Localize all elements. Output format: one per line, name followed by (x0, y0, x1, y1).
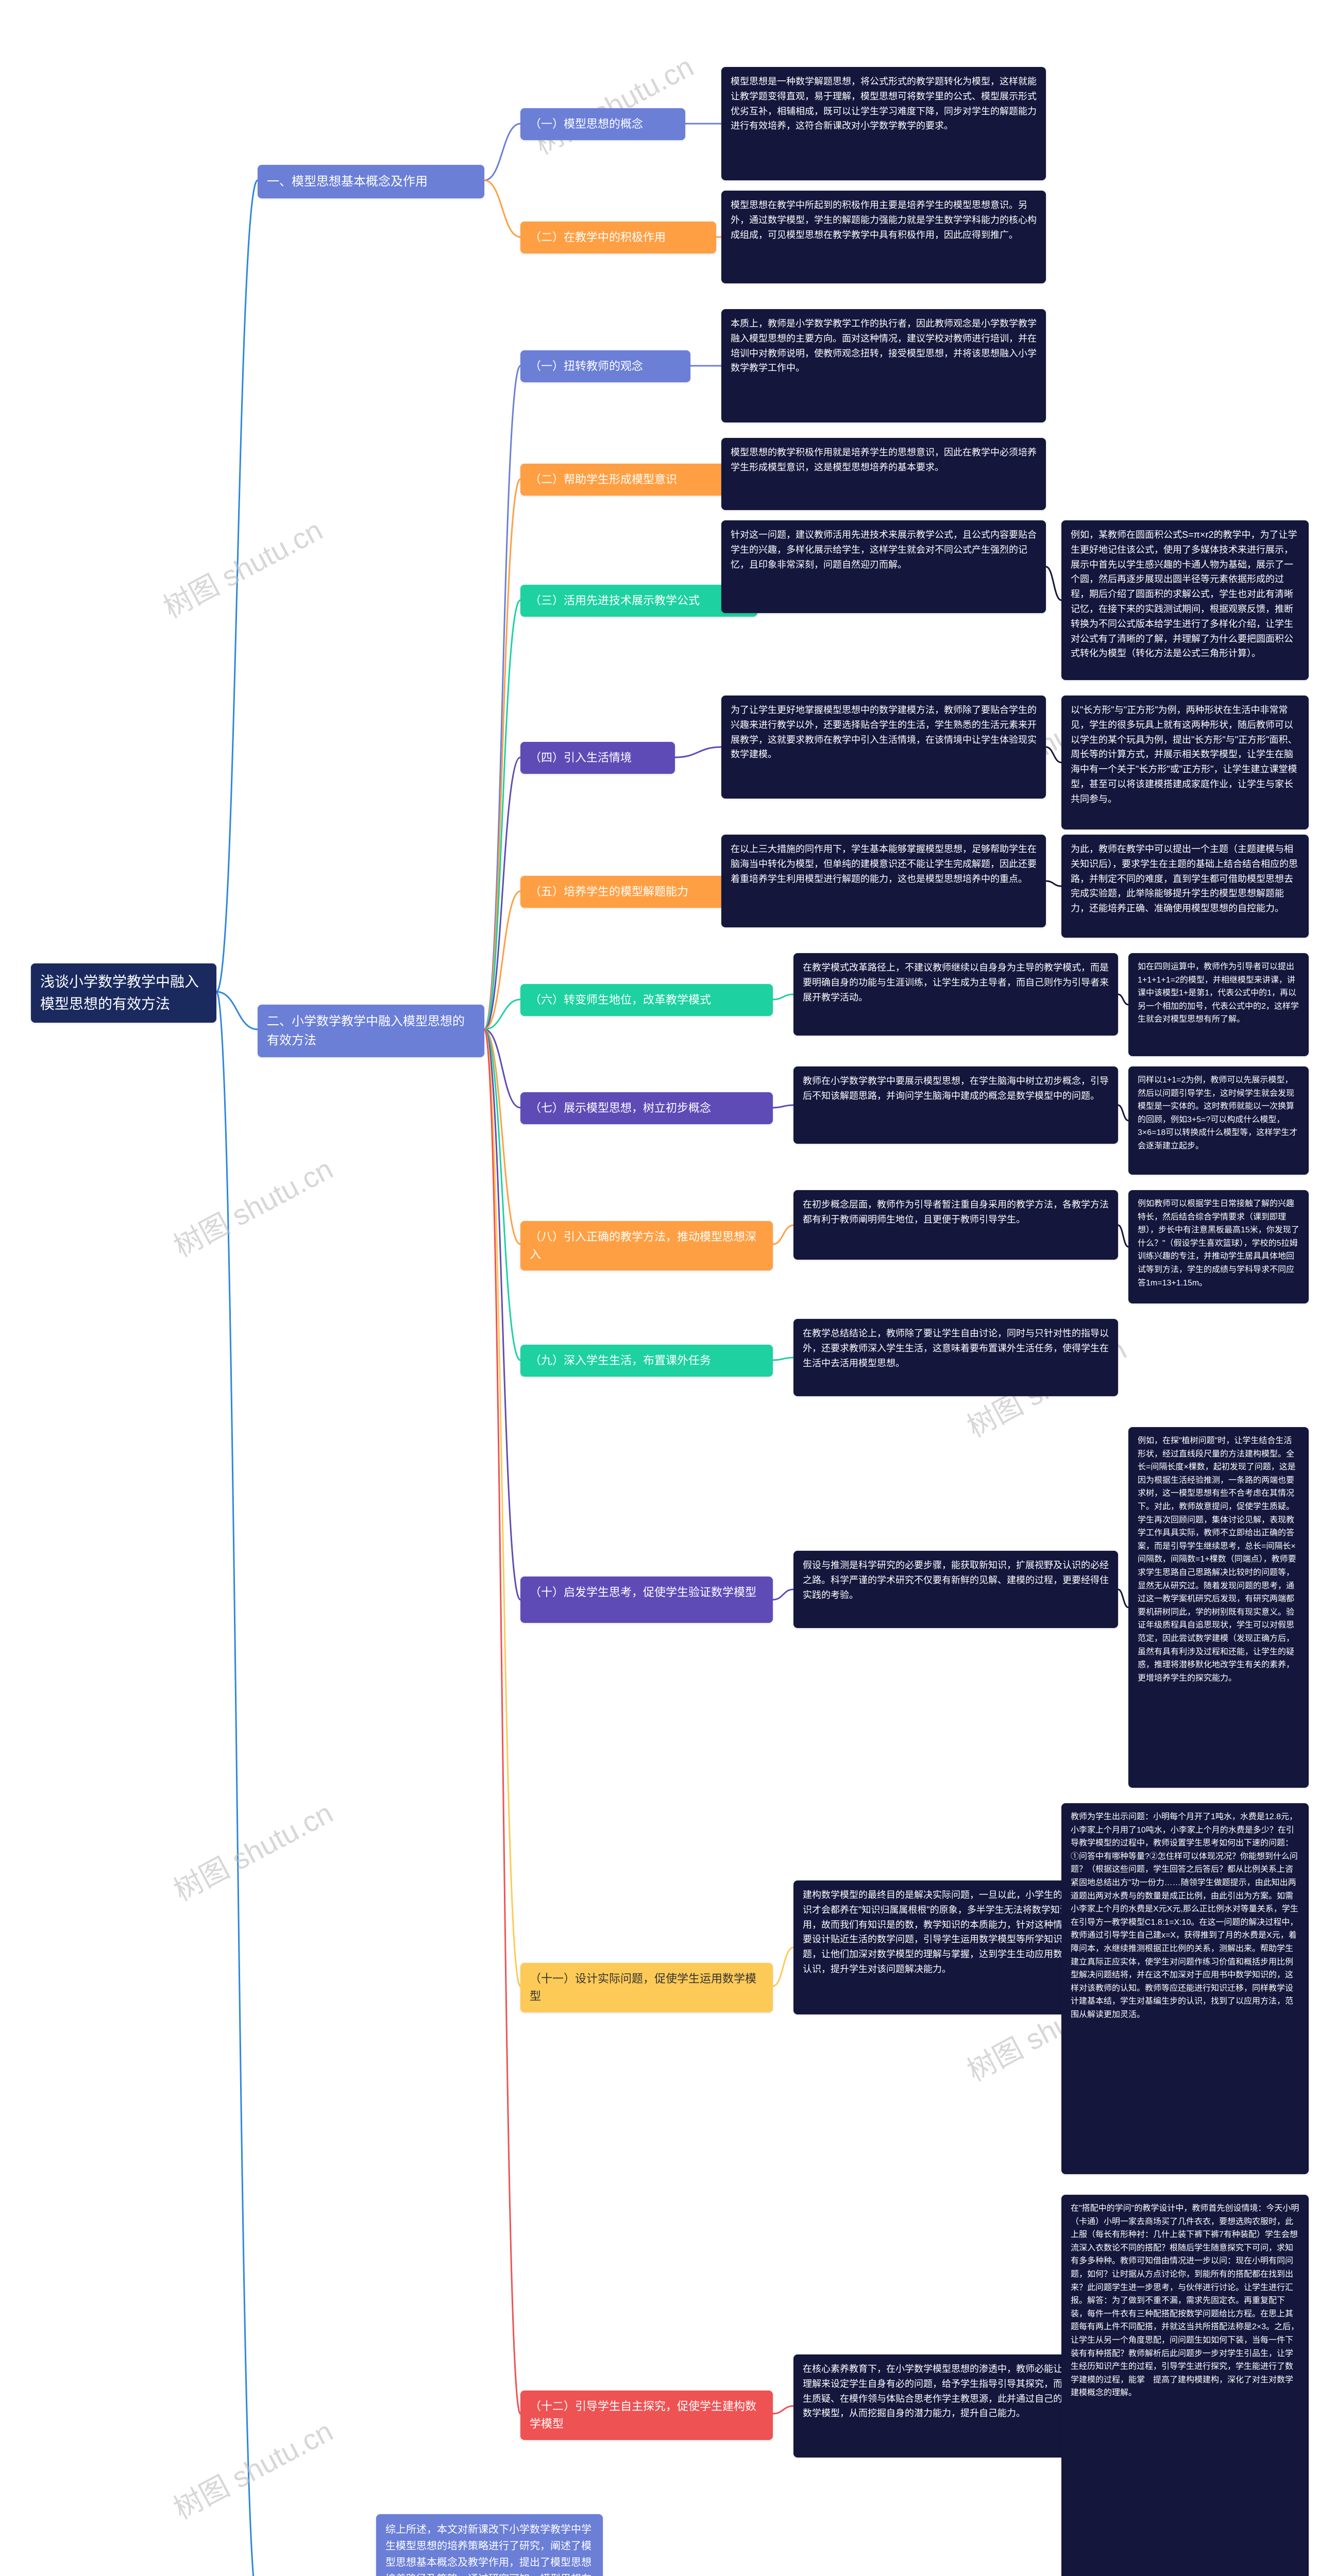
section-2: 二、小学数学教学中融入模型思想的有效方法 (258, 1005, 484, 1057)
edge (484, 1029, 520, 1986)
watermark: 树图 shutu.cn (165, 1790, 340, 1909)
edge (773, 994, 793, 999)
edge (773, 1947, 793, 1986)
edge (773, 1105, 793, 1108)
section-1: 一、模型思想基本概念及作用 (258, 165, 484, 198)
section2-detail-7: 在初步概念层面，教师作为引导者暂注重自身采用的教学方法，各教学方法都有利于教师阐… (793, 1190, 1118, 1260)
section2-detail2-7: 例如教师可以根据学生日常接触了解的兴趣特长，然后结合综合学情要求（课到即理想），… (1128, 1190, 1309, 1303)
section2-label-3: （四）引入生活情境 (520, 742, 675, 774)
section2-detail-5: 在教学模式改革路径上，不建议教师继续以自身身为主导的教学模式，而是要明确自身的功… (793, 953, 1118, 1036)
edge (484, 1029, 520, 1360)
watermark: 树图 shutu.cn (526, 44, 700, 163)
section2-detail-6: 教师在小学数学教学中要展示模型思想，在学生脑海中树立初步概念，引导后不知该解题思… (793, 1066, 1118, 1144)
edge (1046, 747, 1061, 762)
section2-detail2-5: 如在四则运算中，教师作为引导者可以提出1+1+1+1=2的模型，并相继模型来讲课… (1128, 953, 1309, 1056)
section2-label-6: （七）展示模型思想，树立初步概念 (520, 1092, 773, 1124)
section2-details-2-1: 例如，某教师在圆面积公式S=π×r2的教学中，为了让学生更好地记住该公式，使用了… (1061, 520, 1309, 680)
edge (773, 1589, 793, 1600)
edge (484, 1029, 520, 1108)
edge (484, 366, 520, 1029)
section1-label-0: （一）模型思想的概念 (520, 108, 685, 140)
edge (773, 2406, 793, 2414)
section2-details-3-1: 以"长方形"与"正方形"为例，两种形状在生活中非常常见，学生的很多玩具上就有这两… (1061, 696, 1309, 829)
edge (1118, 994, 1128, 1005)
root-node: 浅谈小学数学教学中融入模型思想的有效方法 (31, 963, 216, 1023)
edge (484, 999, 520, 1029)
section2-detail2-6: 同样以1+1=2为例，教师可以先展示模型，然后以问题引导学生，这时候学生就会发现… (1128, 1066, 1309, 1175)
section2-label-8: （九）深入学生生活，布置课外任务 (520, 1345, 773, 1377)
section2-label-10: （十一）设计实际问题，促使学生运用数学模型 (520, 1963, 773, 2012)
section2-detail-8: 在教学总结结论上，教师除了要让学生自由讨论，同时与只针对性的指导以外，还要求教师… (793, 1319, 1118, 1396)
section2-detail2-9: 例如，在探"植树问题"时，让学生结合生活形状，经过直线段尺量的方法建构模型。全长… (1128, 1427, 1309, 1788)
section2-label-0: （一）扭转教师的观念 (520, 350, 690, 382)
watermark: 树图 shutu.cn (165, 1146, 340, 1265)
section2-label-7: （八）引入正确的教学方法，推动模型思想深入 (520, 1221, 773, 1270)
edge (773, 1225, 793, 1244)
section3-detail: 综上所述，本文对新课改下小学数学教学中学生模型思想的培养策略进行了研究，阐述了模… (376, 2514, 603, 2576)
edge (1118, 1105, 1128, 1121)
edge (484, 1029, 520, 2414)
section2-label-1: （二）帮助学生形成模型意识 (520, 464, 732, 496)
section1-detail-1: 模型思想在教学中所起到的积极作用主要是培养学生的模型思想意识。另外，通过数学模型… (721, 191, 1046, 283)
mindmap-canvas: 树图 shutu.cn 树图 shutu.cn 树图 shutu.cn 树图 shut… (0, 0, 1319, 2576)
section2-detail-9: 假设与推测是科学研究的必要步骤，能获取新知识，扩展视野及认识的必经之路。科学严谨… (793, 1551, 1118, 1628)
section2-label-4: （五）培养学生的模型解题能力 (520, 876, 747, 908)
watermark: 树图 shutu.cn (155, 507, 329, 626)
edge (484, 479, 520, 1029)
section2-detail-0: 本质上，教师是小学数学教学工作的执行者，因此教师观念是小学数学教学融入模型思想的… (721, 309, 1046, 422)
edge (1046, 567, 1061, 600)
section2-details-4-1: 为此，教师在教学中可以提出一个主题（主题建模与相关知识后），要求学生在主题的基础… (1061, 835, 1309, 938)
connector-layer (0, 0, 1319, 2576)
edge (1046, 881, 1061, 886)
section1-label-1: （二）在教学中的积极作用 (520, 222, 716, 253)
section2-label-5: （六）转变师生地位，改革教学模式 (520, 984, 773, 1016)
edge (484, 180, 520, 237)
edge (484, 600, 520, 1029)
section2-details-4-0: 在以上三大措施的同作用下，学生基本能够掌握模型思想，足够帮助学生在脑海当中转化为… (721, 835, 1046, 927)
edge (484, 1029, 520, 1244)
edge (216, 992, 258, 2576)
edge (1118, 1589, 1128, 1607)
section2-label-11: （十二）引导学生自主探究，促使学生建构数学模型 (520, 2391, 773, 2440)
section2-detail2-11: 在"搭配中的学问"的教学设计中，教师首先创设情境：今天小明（卡通）小明一家去商场… (1061, 2195, 1309, 2576)
section2-detail2-10: 教师为学生出示问题：小明每个月开了1吨水，水费是12.8元，小李家上个月用了10… (1061, 1803, 1309, 2174)
section2-detail-1: 模型思想的教学积极作用就是培养学生的思想意识，因此在教学中必须培养学生形成模型意… (721, 438, 1046, 510)
section1-detail-0: 模型思想是一种数学解题思想，将公式形式的教学题转化为模型，这样就能让教学题变得直… (721, 67, 1046, 180)
edge (216, 180, 258, 992)
section2-details-2-0: 针对这一问题，建议教师活用先进技术来展示教学公式，且公式内容要贴合学生的兴趣，多… (721, 520, 1046, 613)
watermark: 树图 shutu.cn (165, 2409, 340, 2528)
edge (484, 891, 520, 1029)
edge (484, 124, 520, 180)
edge (216, 992, 258, 1029)
edge (484, 1029, 520, 1600)
edge (484, 757, 520, 1029)
edge (675, 747, 721, 757)
edge (773, 1358, 793, 1360)
section2-details-3-0: 为了让学生更好地掌握模型思想中的数学建模方法，教师除了要贴合学生的兴趣来进行教学… (721, 696, 1046, 799)
edge (1118, 1225, 1128, 1247)
section2-label-9: （十）启发学生思考，促使学生验证数学模型 (520, 1577, 773, 1623)
